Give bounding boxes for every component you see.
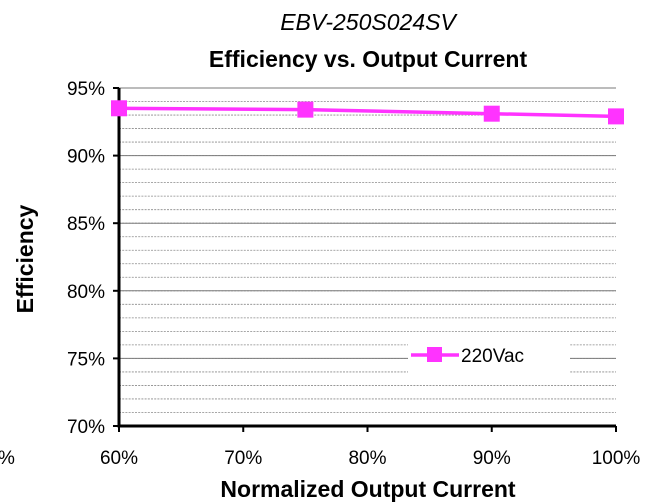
x-axis-ticks: 60% 70% 80% 90% 100% (100, 426, 640, 469)
series-layer (111, 100, 624, 125)
y-axis-ticks: 70% 75% 80% 85% 90% 95% (67, 79, 119, 438)
y-tick-label: 85% (67, 214, 105, 235)
y-tick-label: 70% (67, 417, 105, 438)
legend: 220Vac (408, 334, 570, 377)
y-tick-label: 80% (67, 282, 105, 303)
legend-label-220vac: 220Vac (461, 346, 524, 367)
y-axis-label: Efficiency (12, 204, 38, 313)
data-point (297, 101, 314, 118)
y-tick-label: 75% (67, 349, 105, 370)
legend-marker-220vac (427, 347, 442, 362)
y-tick-label: 90% (67, 147, 105, 168)
series-line (118, 106, 617, 119)
data-point (111, 100, 127, 117)
x-tick-label: 80% (348, 448, 386, 469)
x-tick-label: 60% (100, 448, 138, 469)
chart-title: Efficiency vs. Output Current (209, 46, 528, 72)
x-tick-label: 100% (592, 448, 641, 469)
x-tick-label: 70% (224, 448, 262, 469)
x-axis-label: Normalized Output Current (220, 476, 516, 502)
x-tick-label: 90% (473, 448, 511, 469)
data-point (483, 105, 500, 122)
y-tick-label: 95% (67, 79, 105, 100)
chart-model-title: EBV-250S024SV (280, 9, 458, 35)
data-point (608, 108, 624, 125)
left-edge-label: % (0, 448, 15, 469)
